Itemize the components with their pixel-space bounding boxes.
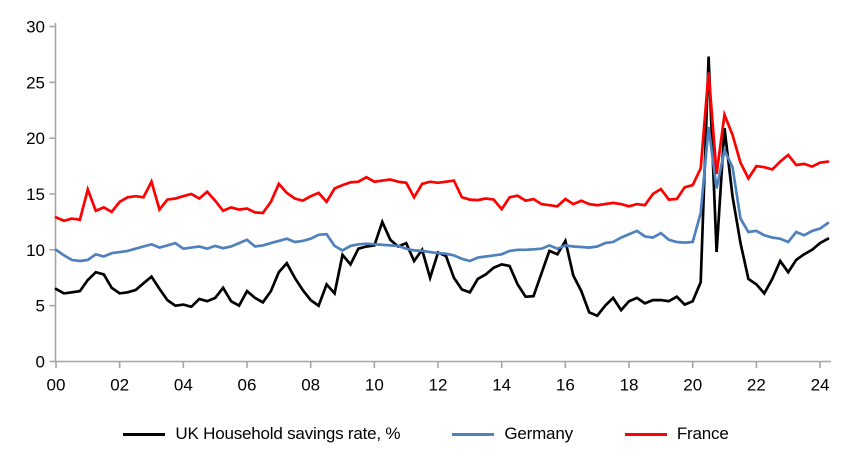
- series-line-france: [54, 72, 830, 223]
- series-line-germany: [54, 126, 830, 263]
- y-tick-labels: 0 5 10 15 20 25 30: [26, 18, 45, 372]
- svg-text:22: 22: [747, 376, 766, 395]
- legend-label-france: France: [676, 424, 729, 443]
- svg-text:25: 25: [26, 73, 45, 92]
- svg-text:15: 15: [26, 185, 45, 204]
- svg-text:24: 24: [811, 376, 830, 395]
- svg-text:16: 16: [556, 376, 575, 395]
- svg-text:20: 20: [26, 129, 45, 148]
- chart-legend: UK Household savings rate, % Germany Fra…: [0, 424, 852, 444]
- svg-text:12: 12: [429, 376, 448, 395]
- line-chart-plot-area: 0 5 10 15 20 25 30 00 02 04 06 08 10 12 14 16 18 20 22 24: [26, 18, 831, 395]
- legend-label-uk: UK Household savings rate, %: [175, 424, 401, 443]
- legend-item-france: France: [624, 424, 729, 444]
- legend-swatch-germany: [452, 432, 495, 436]
- svg-text:10: 10: [26, 241, 45, 260]
- legend-label-germany: Germany: [504, 424, 573, 443]
- svg-text:08: 08: [301, 376, 320, 395]
- svg-text:5: 5: [36, 297, 45, 316]
- svg-text:06: 06: [238, 376, 257, 395]
- svg-text:18: 18: [620, 376, 639, 395]
- svg-text:02: 02: [110, 376, 129, 395]
- legend-item-uk: UK Household savings rate, %: [123, 424, 401, 444]
- svg-text:14: 14: [492, 376, 511, 395]
- series-line-uk-household-savings-rate: [54, 56, 830, 318]
- axes: [49, 23, 831, 368]
- legend-swatch-uk: [123, 432, 166, 436]
- svg-text:0: 0: [36, 353, 45, 372]
- svg-text:00: 00: [47, 376, 66, 395]
- svg-text:10: 10: [365, 376, 384, 395]
- x-tick-labels: 00 02 04 06 08 10 12 14 16 18 20 22 24: [47, 376, 830, 395]
- legend-swatch-france: [624, 432, 667, 436]
- svg-text:04: 04: [174, 376, 193, 395]
- svg-text:30: 30: [26, 18, 45, 37]
- legend-item-germany: Germany: [452, 424, 573, 444]
- svg-text:20: 20: [683, 376, 702, 395]
